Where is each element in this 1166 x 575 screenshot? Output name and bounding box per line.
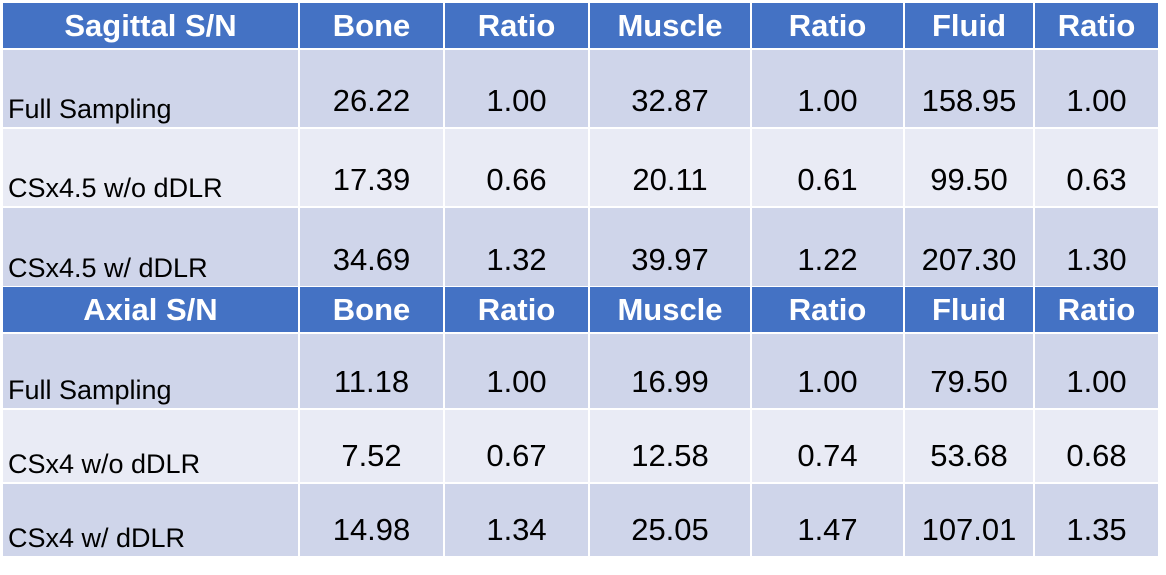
value-cell: 1.00 (445, 48, 590, 127)
value-cell: 0.67 (445, 408, 590, 482)
value-cell: 0.74 (752, 408, 905, 482)
value-cell: 79.50 (905, 332, 1035, 408)
value-cell: 0.68 (1035, 408, 1160, 482)
header-cell: Ratio (445, 3, 590, 48)
value-cell: 0.63 (1035, 127, 1160, 206)
row-label: Full Sampling (3, 48, 300, 127)
value-cell: 99.50 (905, 127, 1035, 206)
row-label: CSx4 w/o dDLR (3, 408, 300, 482)
value-cell: 11.18 (300, 332, 445, 408)
value-cell: 39.97 (590, 206, 752, 286)
header-cell: Muscle (590, 287, 752, 332)
value-cell: 1.35 (1035, 482, 1160, 556)
header-cell: Bone (300, 287, 445, 332)
value-cell: 53.68 (905, 408, 1035, 482)
value-cell: 207.30 (905, 206, 1035, 286)
value-cell: 1.00 (752, 332, 905, 408)
header-cell: Ratio (445, 287, 590, 332)
row-label: CSx4.5 w/o dDLR (3, 127, 300, 206)
value-cell: 25.05 (590, 482, 752, 556)
value-cell: 1.00 (1035, 332, 1160, 408)
header-cell: Bone (300, 3, 445, 48)
value-cell: 12.58 (590, 408, 752, 482)
row-label: Full Sampling (3, 332, 300, 408)
header-cell: Ratio (752, 287, 905, 332)
value-cell: 32.87 (590, 48, 752, 127)
value-cell: 1.30 (1035, 206, 1160, 286)
header-cell: Ratio (1035, 287, 1160, 332)
value-cell: 14.98 (300, 482, 445, 556)
value-cell: 1.00 (1035, 48, 1160, 127)
header-cell: Ratio (1035, 3, 1160, 48)
value-cell: 1.00 (752, 48, 905, 127)
value-cell: 17.39 (300, 127, 445, 206)
value-cell: 1.00 (445, 332, 590, 408)
value-cell: 7.52 (300, 408, 445, 482)
header-cell: Fluid (905, 3, 1035, 48)
header-cell: Sagittal S/N (3, 3, 300, 48)
header-cell: Ratio (752, 3, 905, 48)
header-cell: Fluid (905, 287, 1035, 332)
row-label: CSx4.5 w/ dDLR (3, 206, 300, 286)
value-cell: 34.69 (300, 206, 445, 286)
value-cell: 0.66 (445, 127, 590, 206)
value-cell: 1.22 (752, 206, 905, 286)
value-cell: 1.34 (445, 482, 590, 556)
value-cell: 158.95 (905, 48, 1035, 127)
value-cell: 16.99 (590, 332, 752, 408)
value-cell: 0.61 (752, 127, 905, 206)
header-cell: Axial S/N (3, 287, 300, 332)
value-cell: 1.32 (445, 206, 590, 286)
value-cell: 20.11 (590, 127, 752, 206)
value-cell: 1.47 (752, 482, 905, 556)
value-cell: 26.22 (300, 48, 445, 127)
header-cell: Muscle (590, 3, 752, 48)
value-cell: 107.01 (905, 482, 1035, 556)
row-label: CSx4 w/ dDLR (3, 482, 300, 556)
